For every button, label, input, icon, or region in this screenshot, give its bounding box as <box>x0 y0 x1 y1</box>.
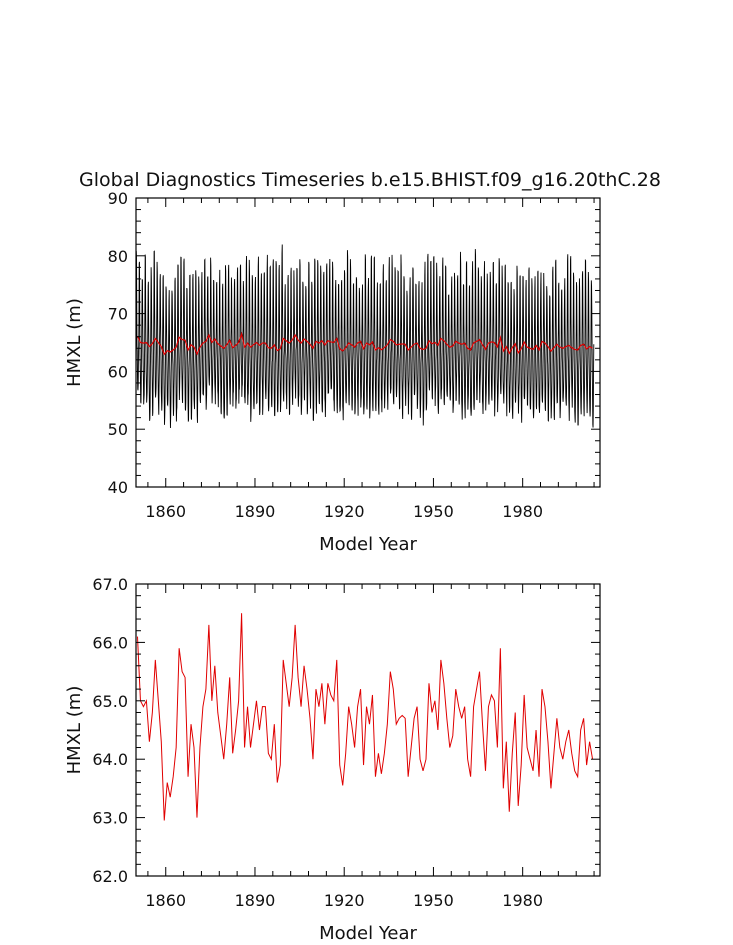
series-annual-line <box>136 613 594 821</box>
x-tick-label: 1950 <box>413 502 454 521</box>
plot-area <box>136 244 595 428</box>
chart-panel-annual: 1860 1890 1920 1950 1980 62.0 63.0 64.0 65.0 66.0… <box>64 575 601 944</box>
series-monthly-line <box>136 244 595 428</box>
plot-area <box>136 613 594 821</box>
y-tick-label: 60 <box>108 362 128 381</box>
x-tick-label: 1890 <box>235 502 276 521</box>
x-tick-label: 1920 <box>324 502 365 521</box>
y-tick-label: 70 <box>108 305 128 324</box>
x-tick-label: 1980 <box>502 502 543 521</box>
y-axis-label: HMXL (m) <box>64 298 85 387</box>
x-tick-label: 1860 <box>145 502 186 521</box>
y-tick-label: 62.0 <box>92 867 128 886</box>
x-tick-label: 1980 <box>502 891 543 910</box>
y-tick-label: 40 <box>108 478 128 497</box>
x-tick-label: 1860 <box>145 891 186 910</box>
chart-panel-monthly: 1860 1890 1920 1950 1980 40 50 60 70 80 90 Model Ye… <box>64 189 601 555</box>
x-tick-label: 1950 <box>413 891 454 910</box>
y-tick-label: 67.0 <box>92 575 128 594</box>
figure-title: Global Diagnostics Timeseries b.e15.BHIS… <box>79 169 661 191</box>
y-tick-label: 66.0 <box>92 633 128 652</box>
x-axis-label: Model Year <box>319 923 417 944</box>
y-tick-label: 65.0 <box>92 692 128 711</box>
x-axis-label: Model Year <box>319 534 417 555</box>
x-tick-label: 1890 <box>235 891 276 910</box>
y-tick-label: 50 <box>108 420 128 439</box>
y-tick-label: 63.0 <box>92 809 128 828</box>
series-annual-line <box>136 331 593 356</box>
plot-frame <box>135 583 601 877</box>
y-tick-label: 90 <box>108 189 128 208</box>
y-tick-label: 80 <box>108 247 128 266</box>
y-tick-label: 64.0 <box>92 750 128 769</box>
x-tick-label: 1920 <box>324 891 365 910</box>
y-axis-label: HMXL (m) <box>64 686 85 775</box>
plot-frame <box>135 197 601 488</box>
